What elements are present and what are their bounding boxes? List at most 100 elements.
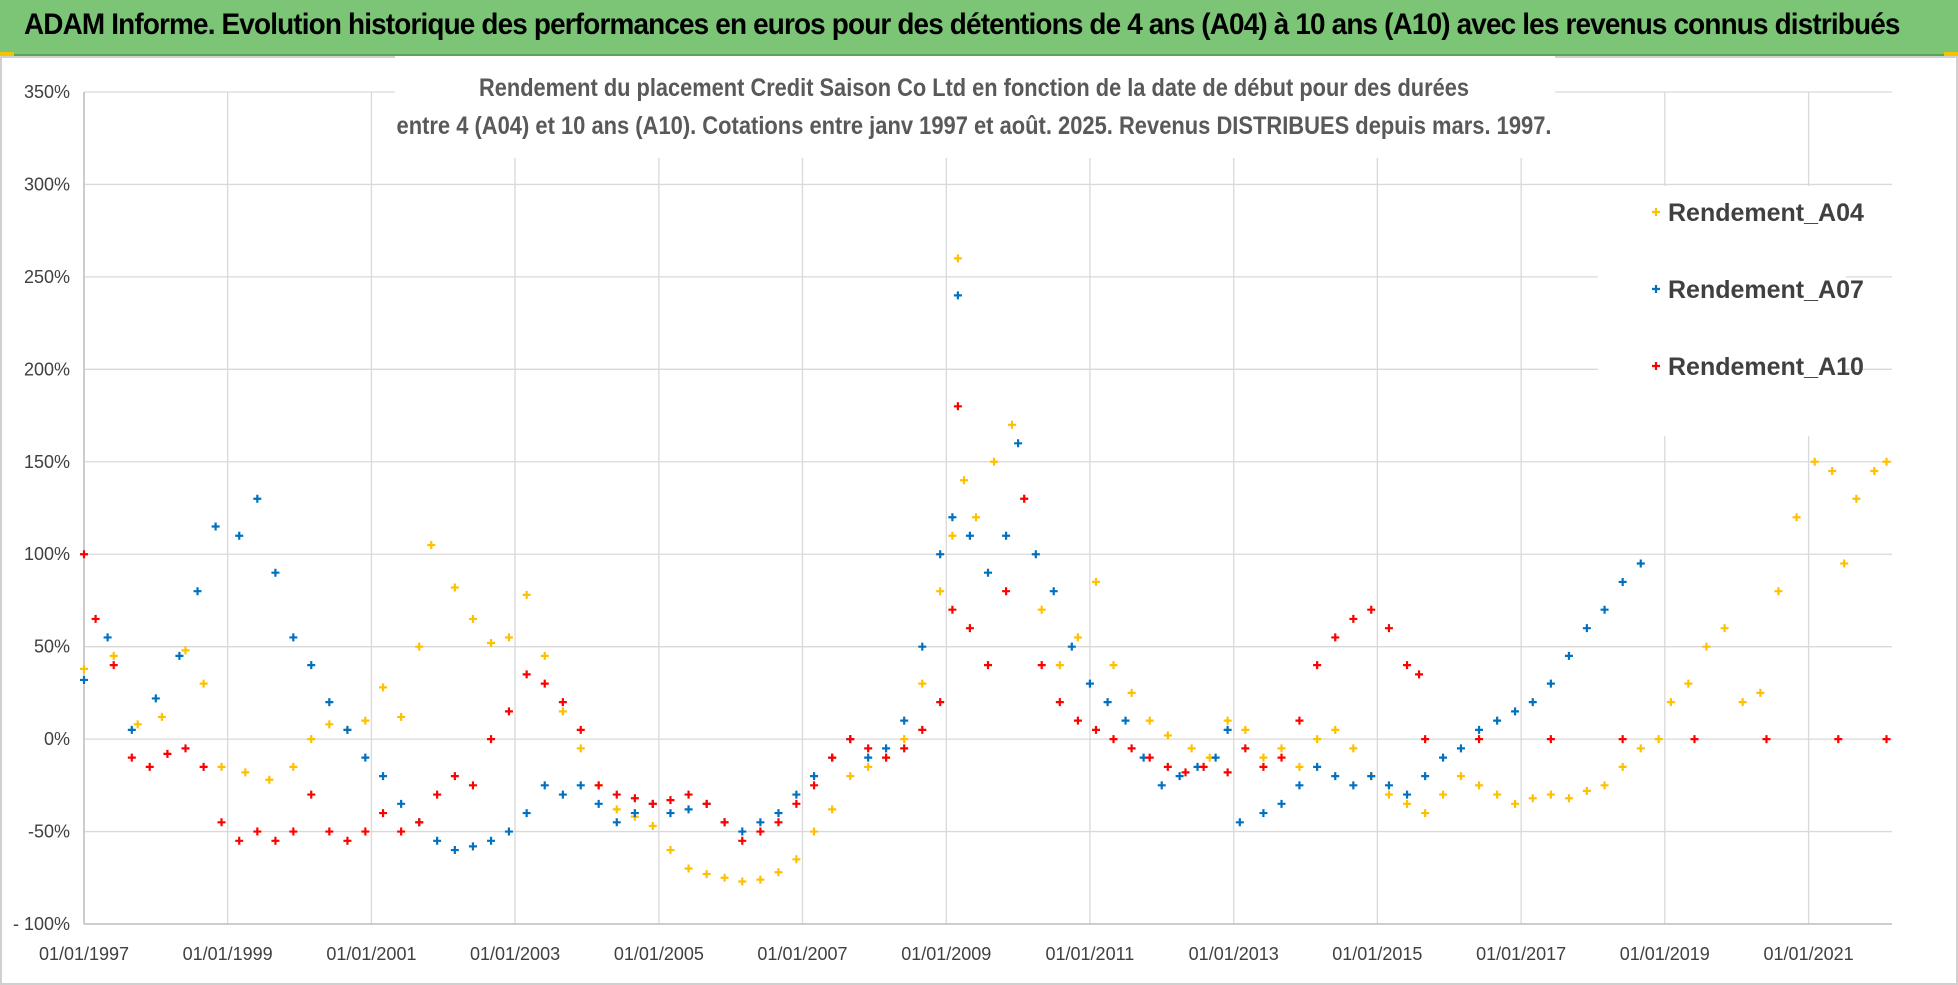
data-point [959, 476, 968, 485]
data-point [103, 633, 112, 642]
data-point [1618, 577, 1627, 586]
data-point [468, 781, 477, 790]
data-point [1415, 670, 1424, 679]
data-point [1073, 716, 1082, 725]
data-point [1295, 762, 1304, 771]
data-point [558, 698, 567, 707]
data-point [450, 772, 459, 781]
data-point [307, 661, 316, 670]
data-point [289, 827, 298, 836]
data-point [1145, 753, 1154, 762]
data-point [1014, 439, 1023, 448]
y-tick-label: 50% [34, 637, 70, 657]
data-point [193, 587, 202, 596]
data-point [1456, 772, 1465, 781]
y-tick-label: 150% [24, 452, 70, 472]
data-point [397, 827, 406, 836]
data-point [487, 638, 496, 647]
data-point [1852, 494, 1861, 503]
title-background [395, 56, 1555, 158]
data-point [648, 822, 657, 831]
data-point [1103, 698, 1112, 707]
data-point [235, 836, 244, 845]
data-point [1367, 605, 1376, 614]
data-point [1187, 744, 1196, 753]
data-point [181, 646, 190, 655]
data-point [1367, 772, 1376, 781]
x-tick-label: 01/01/1999 [183, 944, 273, 964]
data-point [325, 698, 334, 707]
data-point [756, 818, 765, 827]
data-point [1002, 531, 1011, 540]
data-point [1109, 661, 1118, 670]
data-point [971, 513, 980, 522]
data-point [487, 836, 496, 845]
y-tick-label: - 100% [13, 914, 70, 934]
data-point [415, 818, 424, 827]
data-point [612, 805, 621, 814]
data-point [792, 799, 801, 808]
data-point [1618, 735, 1627, 744]
data-point [918, 679, 927, 688]
banner-title: ADAM Informe. Evolution historique des p… [24, 8, 1900, 41]
data-point [1475, 781, 1484, 790]
data-point [1511, 707, 1520, 716]
data-point [217, 762, 226, 771]
data-point [984, 568, 992, 577]
data-point [1475, 725, 1484, 734]
data-point [307, 735, 316, 744]
data-point [109, 661, 118, 670]
legend-label: Rendement_A10 [1668, 353, 1864, 381]
data-point [325, 720, 334, 729]
data-point [1037, 661, 1046, 670]
data-point [828, 805, 837, 814]
data-point [684, 790, 693, 799]
data-point [1421, 809, 1430, 818]
data-point [774, 809, 783, 818]
data-point [810, 827, 819, 836]
data-point [109, 651, 118, 660]
legend-label: Rendement_A07 [1668, 276, 1864, 304]
data-point [774, 868, 783, 877]
data-point [1349, 614, 1358, 623]
data-point [1564, 651, 1573, 660]
data-point [828, 753, 837, 762]
y-tick-label: 300% [24, 174, 70, 194]
data-point [630, 809, 639, 818]
data-point [1384, 781, 1393, 790]
data-point [343, 725, 352, 734]
data-point [540, 679, 549, 688]
data-point [612, 818, 621, 827]
data-point [1720, 624, 1729, 633]
data-point [1403, 790, 1412, 799]
data-point [151, 694, 160, 703]
data-point [1582, 786, 1591, 795]
x-tick-label: 01/01/2011 [1046, 944, 1135, 964]
data-point [1181, 768, 1190, 777]
data-point [1331, 633, 1340, 642]
data-point [1092, 577, 1101, 586]
data-point [271, 836, 280, 845]
data-point [265, 775, 274, 784]
data-point [1163, 731, 1172, 740]
data-point [738, 836, 747, 845]
data-point [80, 675, 88, 684]
data-point [702, 870, 711, 879]
data-point [684, 805, 693, 814]
data-point [1349, 744, 1358, 753]
data-point [1259, 753, 1268, 762]
data-point [468, 614, 477, 623]
data-point [720, 873, 729, 882]
data-point [558, 790, 567, 799]
data-point [1037, 605, 1046, 614]
data-point [199, 762, 208, 771]
data-point [1384, 790, 1393, 799]
data-point [522, 809, 531, 818]
data-point [648, 799, 657, 808]
data-point [1085, 679, 1094, 688]
data-point [504, 633, 513, 642]
data-point [1792, 513, 1801, 522]
data-point [397, 712, 406, 721]
data-point [468, 842, 477, 851]
scatter-chart: - 100% -50% 0% 50% 100% 150% 200% 250% 300% 350% 0… [13, 56, 1892, 964]
